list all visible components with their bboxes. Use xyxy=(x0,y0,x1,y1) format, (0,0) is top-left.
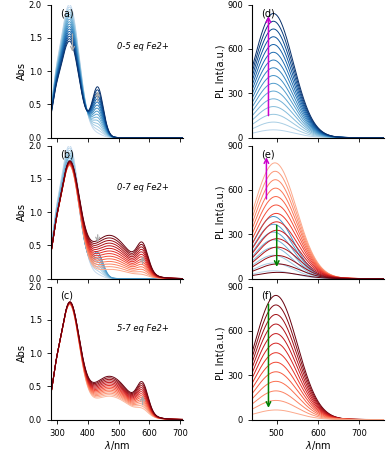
Y-axis label: PL Int(a.u.): PL Int(a.u.) xyxy=(216,326,226,380)
Text: 0-7 eq Fe2+: 0-7 eq Fe2+ xyxy=(117,183,169,192)
Text: 5-7 eq Fe2+: 5-7 eq Fe2+ xyxy=(117,324,169,333)
Y-axis label: PL Int(a.u.): PL Int(a.u.) xyxy=(216,185,226,239)
Text: (a): (a) xyxy=(60,9,74,18)
Text: (c): (c) xyxy=(60,290,73,301)
Text: (e): (e) xyxy=(261,149,275,160)
Y-axis label: Abs: Abs xyxy=(17,344,27,362)
Text: 0-5 eq Fe2+: 0-5 eq Fe2+ xyxy=(117,42,169,51)
Text: (b): (b) xyxy=(60,149,74,160)
X-axis label: $\lambda$/nm: $\lambda$/nm xyxy=(305,439,331,452)
Y-axis label: Abs: Abs xyxy=(17,62,27,80)
Y-axis label: Abs: Abs xyxy=(17,203,27,221)
Text: (f): (f) xyxy=(261,290,272,301)
Text: (d): (d) xyxy=(261,9,275,18)
X-axis label: $\lambda$/nm: $\lambda$/nm xyxy=(104,439,130,452)
Y-axis label: PL Int(a.u.): PL Int(a.u.) xyxy=(216,44,226,98)
